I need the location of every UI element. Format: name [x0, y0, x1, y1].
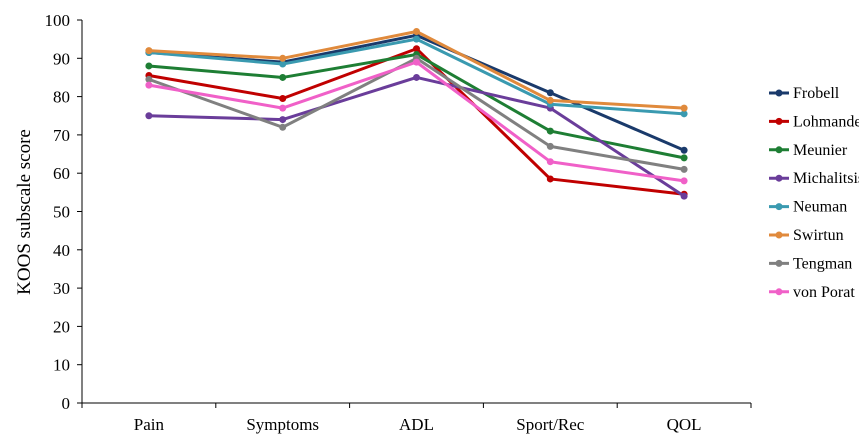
data-point — [546, 89, 554, 97]
data-point — [279, 104, 287, 112]
y-axis-ticks: 0 10 20 30 40 50 60 70 80 90 100 — [45, 11, 82, 413]
data-point — [680, 110, 688, 118]
legend-label: von Porat — [793, 284, 855, 301]
data-point — [413, 45, 420, 53]
data-point — [279, 123, 287, 131]
legend-swatch-marker — [775, 203, 783, 211]
legend-swatch-marker — [775, 89, 783, 97]
y-tick-label: 50 — [53, 203, 70, 222]
x-tick-label: Sport/Rec — [516, 415, 584, 434]
data-point — [546, 175, 554, 183]
data-point — [546, 142, 554, 150]
y-tick-label: 30 — [53, 279, 70, 298]
data-point — [145, 47, 153, 55]
y-tick-label: 80 — [53, 88, 70, 107]
y-axis-title: KOOS subscale score — [14, 129, 35, 295]
legend-swatch-marker — [775, 117, 783, 125]
data-point — [145, 62, 153, 70]
legend-swatch-marker — [775, 174, 783, 182]
legend-swatch-marker — [775, 259, 783, 267]
data-point — [413, 27, 420, 35]
legend-item: Neuman — [769, 199, 847, 216]
y-tick-label: 60 — [53, 164, 70, 183]
y-tick-label: 90 — [53, 49, 70, 68]
legend-item: Michalitsis — [769, 170, 859, 187]
series-layer — [145, 27, 688, 200]
data-point — [413, 58, 420, 66]
data-point — [413, 73, 420, 81]
x-tick-label: ADL — [399, 415, 434, 434]
legend-item: Frobell — [769, 85, 840, 102]
series-line — [148, 47, 685, 196]
legend-label: Swirtun — [793, 227, 844, 244]
data-point — [279, 95, 287, 103]
y-tick-label: 40 — [53, 241, 70, 260]
series-lohmander — [145, 45, 688, 198]
data-point — [680, 165, 688, 173]
legend-item: Lohmander — [769, 113, 859, 130]
y-tick-label: 100 — [45, 11, 71, 30]
legend-label: Lohmander — [793, 113, 859, 130]
legend-label: Meunier — [793, 142, 848, 159]
data-point — [680, 192, 688, 200]
x-tick-label: Symptoms — [246, 415, 319, 434]
x-tick-label: Pain — [134, 415, 165, 434]
data-point — [279, 73, 287, 81]
legend-label: Neuman — [793, 199, 847, 216]
data-point — [279, 60, 287, 68]
data-point — [546, 127, 554, 135]
data-point — [680, 154, 688, 162]
legend-label: Frobell — [793, 85, 840, 102]
series-michalitsis — [145, 73, 688, 200]
legend: Frobell Lohmander Meunier Michalitsis Neuman… — [769, 85, 859, 301]
data-point — [145, 81, 153, 89]
y-tick-label: 0 — [62, 394, 71, 413]
legend-item: Swirtun — [769, 227, 844, 244]
data-point — [546, 158, 554, 166]
series-tengman — [145, 54, 688, 173]
y-tick-label: 70 — [53, 126, 70, 145]
y-tick-label: 20 — [53, 317, 70, 336]
data-point — [145, 75, 153, 83]
legend-item: von Porat — [769, 284, 855, 301]
legend-item: Tengman — [769, 255, 852, 272]
data-point — [145, 112, 153, 120]
legend-swatch-marker — [775, 231, 783, 239]
x-axis-ticks: Pain Symptoms ADL Sport/Rec QOL — [81, 403, 752, 434]
legend-item: Meunier — [769, 142, 848, 159]
data-point — [413, 35, 420, 43]
legend-label: Tengman — [793, 255, 852, 272]
data-point — [680, 146, 688, 154]
legend-swatch-marker — [775, 146, 783, 154]
x-tick-label: QOL — [667, 415, 702, 434]
y-tick-label: 10 — [53, 356, 70, 375]
legend-label: Michalitsis — [793, 170, 859, 187]
data-point — [680, 104, 688, 112]
data-point — [279, 54, 287, 62]
series-swirtun — [145, 27, 688, 112]
series-line — [148, 75, 685, 198]
series-line — [148, 29, 685, 110]
data-point — [680, 177, 688, 185]
series-von-porat — [145, 58, 688, 185]
data-point — [546, 96, 554, 104]
legend-swatch-marker — [775, 288, 783, 296]
data-point — [279, 116, 287, 124]
